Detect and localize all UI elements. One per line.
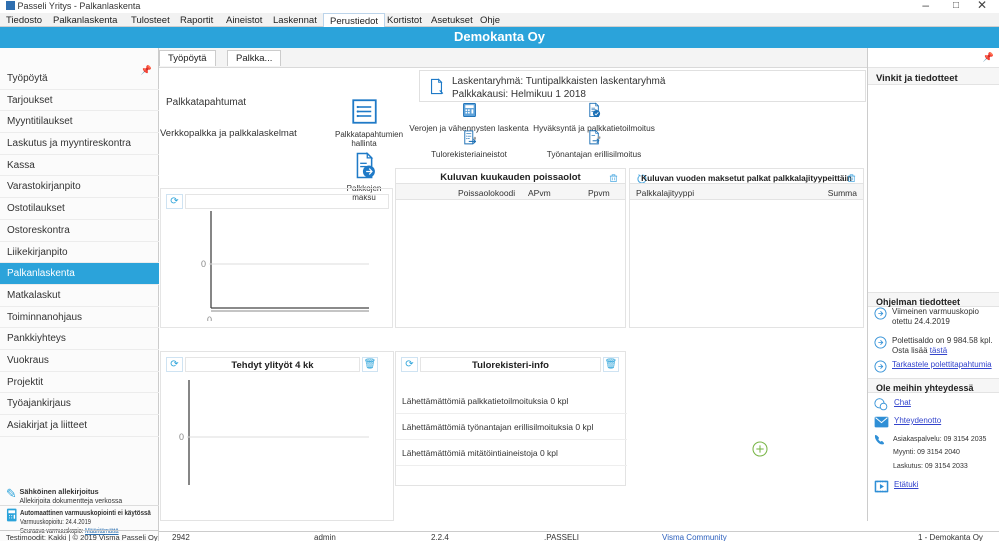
svg-text:0: 0: [179, 432, 184, 442]
svg-text:0: 0: [201, 259, 206, 269]
svg-text:0: 0: [207, 315, 212, 321]
